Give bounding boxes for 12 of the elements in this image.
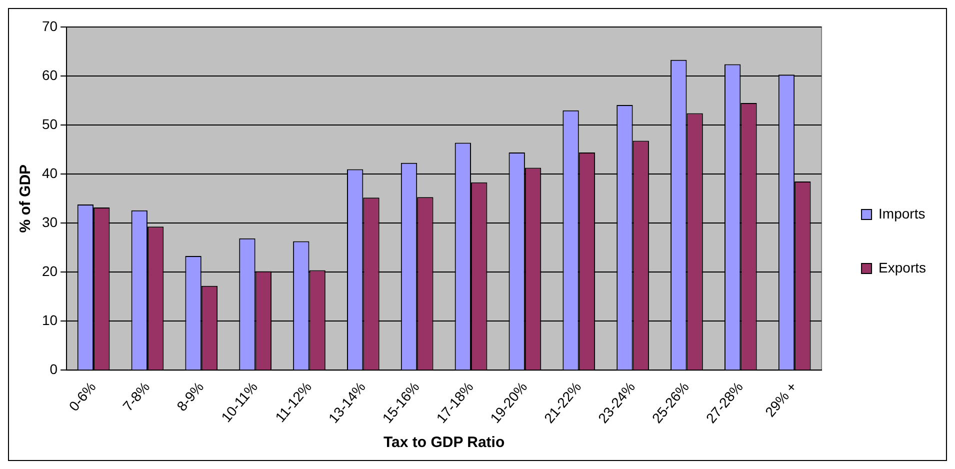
legend-label: Imports bbox=[878, 205, 926, 222]
y-tick-label: 30 bbox=[42, 214, 58, 230]
y-tick-label: 20 bbox=[42, 263, 58, 280]
y-tick-label: 60 bbox=[42, 66, 58, 83]
y-axis-title: % of GDP bbox=[17, 164, 34, 233]
y-tick-label: 10 bbox=[42, 312, 58, 328]
y-tick-label: 50 bbox=[42, 116, 58, 132]
x-axis-title: Tax to GDP Ratio bbox=[383, 434, 505, 452]
legend-label: Exports bbox=[878, 259, 926, 276]
y-tick-label: 70 bbox=[42, 18, 58, 34]
y-tick-label: 0 bbox=[50, 361, 58, 378]
y-tick-label: 40 bbox=[42, 164, 58, 181]
